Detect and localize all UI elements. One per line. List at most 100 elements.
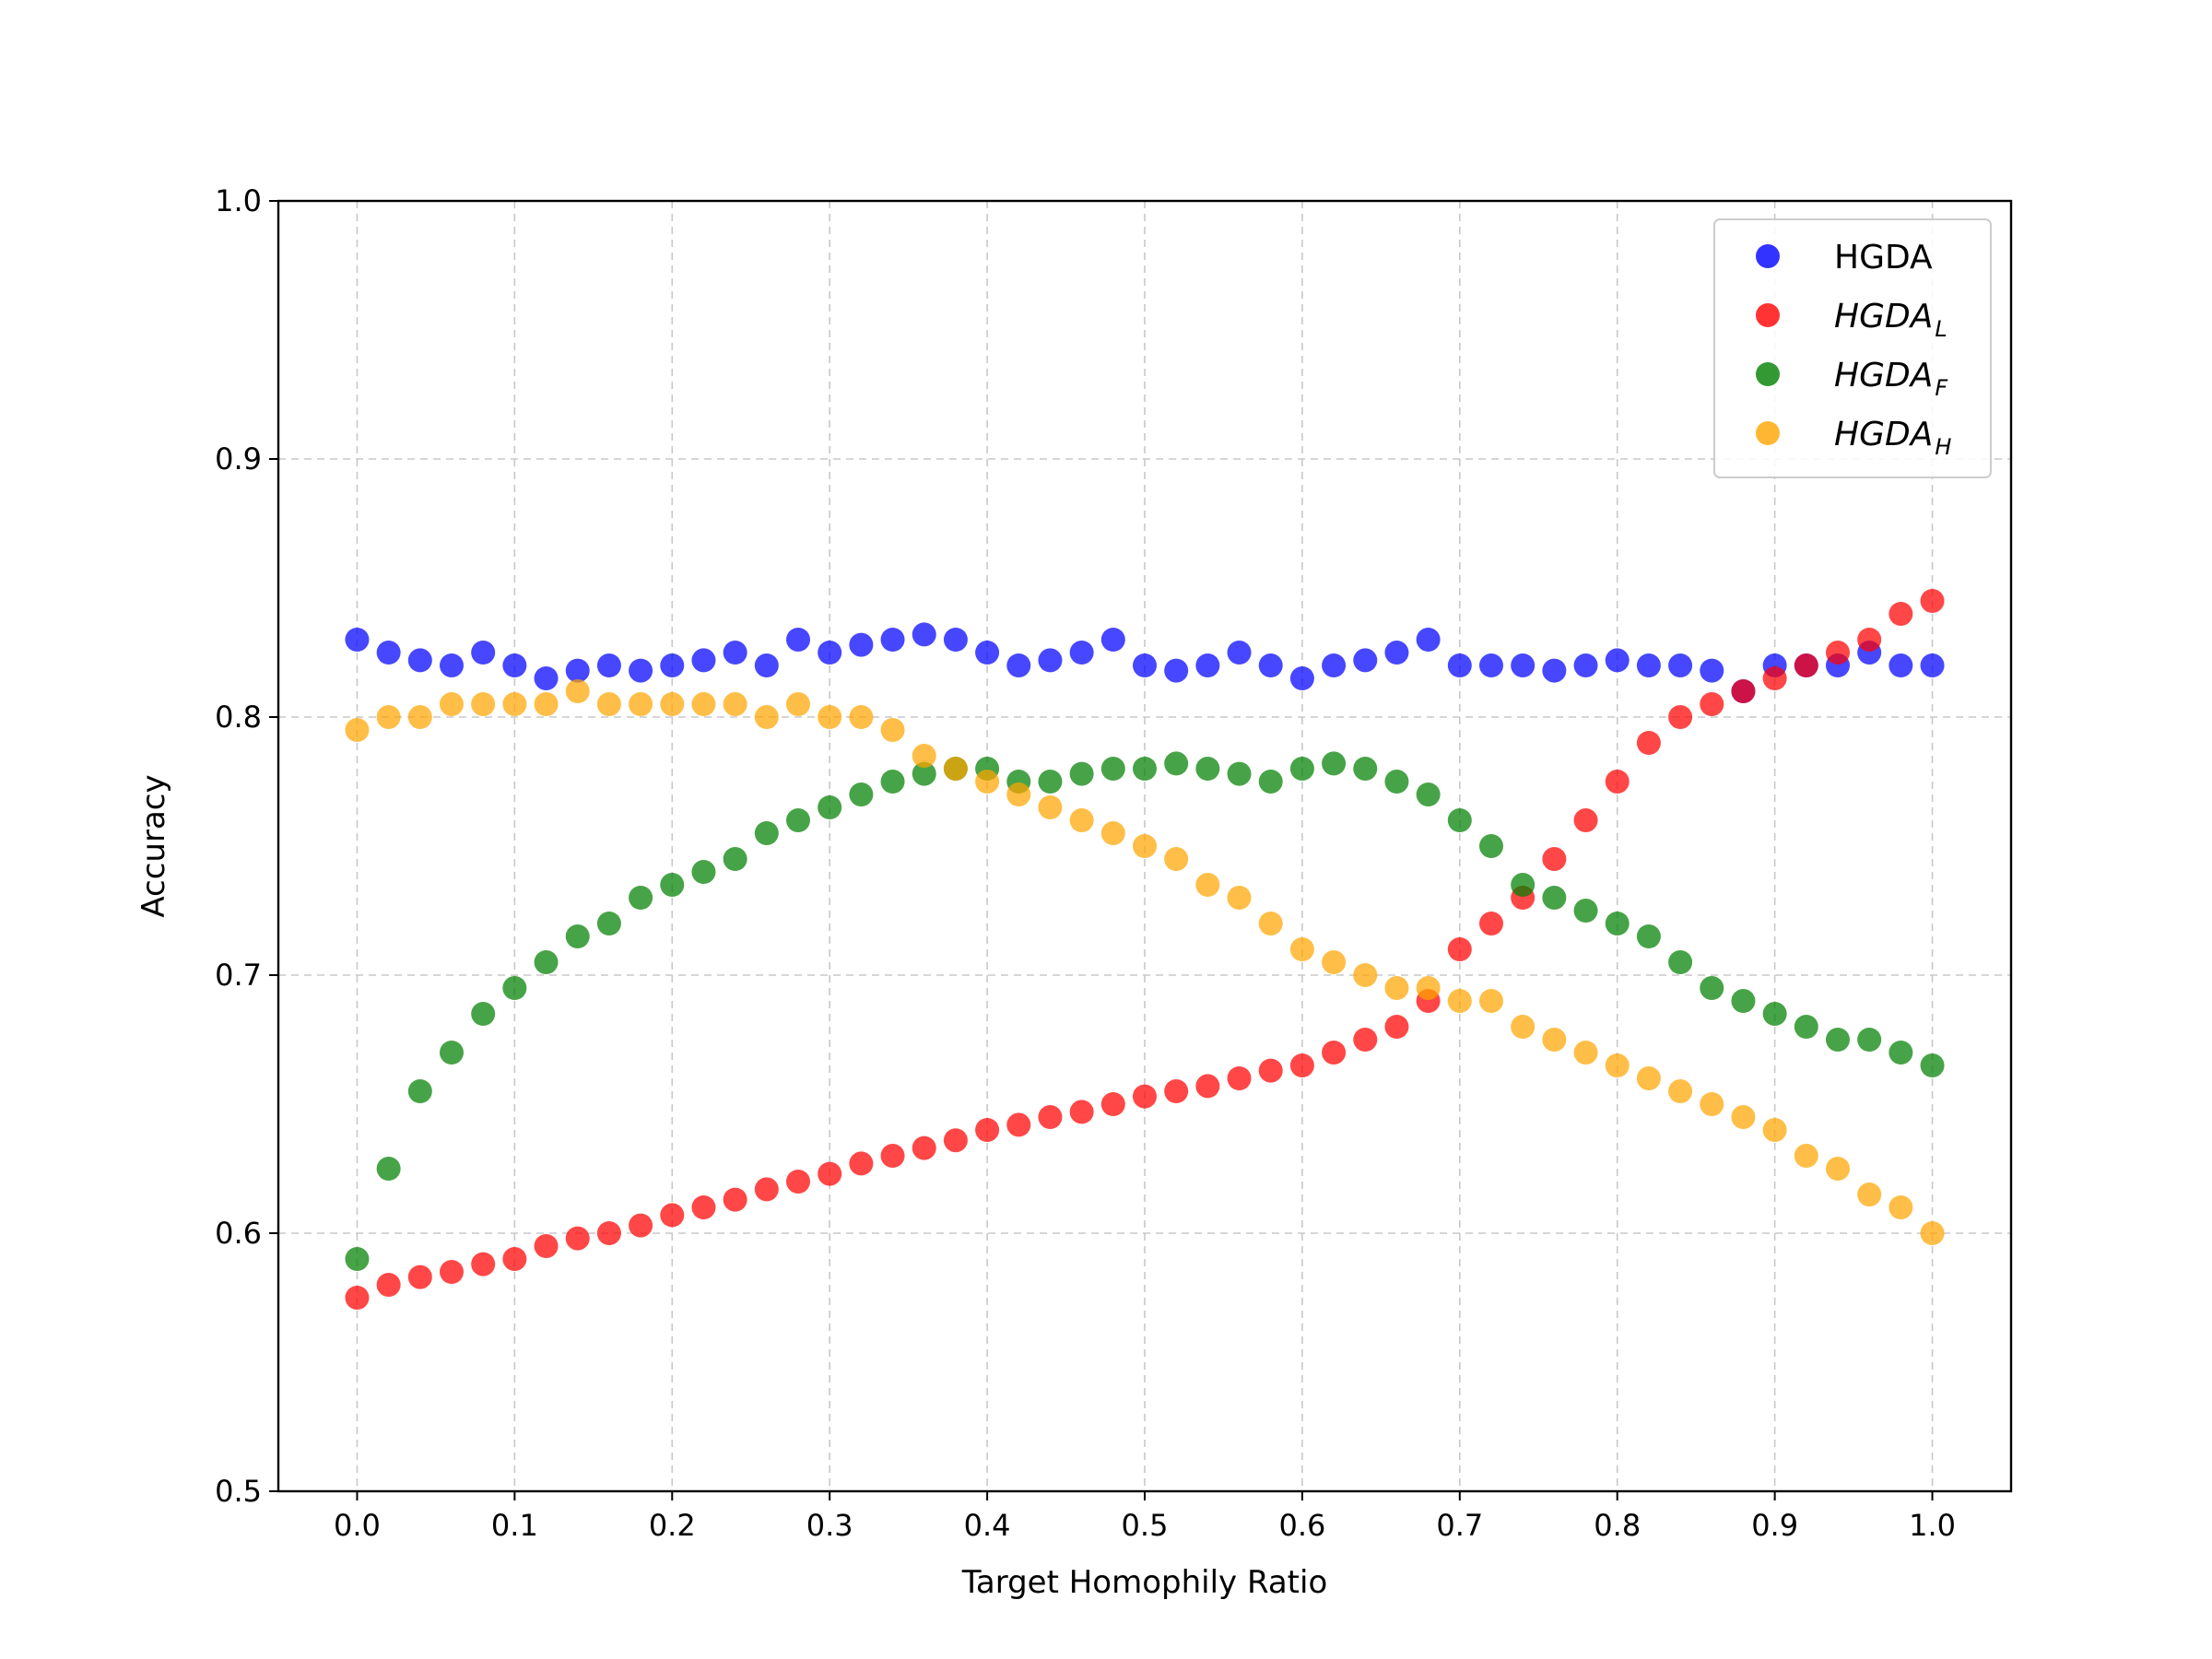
data-point bbox=[975, 641, 1000, 665]
data-point bbox=[1826, 641, 1850, 665]
data-point bbox=[818, 795, 842, 819]
legend-label: HGDAH bbox=[1834, 416, 1951, 460]
axis-ticks: 0.0 0.1 0.2 0.3 0.4 0.5 0.6 0.7 0.8 0.9 1.0 0.5 0.6 0… bbox=[215, 183, 1956, 1543]
data-point bbox=[1038, 1105, 1063, 1129]
legend-label: HGDAL bbox=[1834, 298, 1947, 342]
data-point bbox=[502, 1247, 527, 1271]
data-point bbox=[565, 658, 590, 683]
data-point bbox=[723, 847, 747, 871]
data-point bbox=[345, 628, 370, 652]
x-tick-label: 0.1 bbox=[491, 1508, 538, 1543]
data-point bbox=[849, 705, 874, 729]
data-point bbox=[596, 1221, 621, 1245]
data-point bbox=[1479, 653, 1503, 677]
data-point bbox=[376, 641, 401, 665]
y-tick-label: 0.9 bbox=[215, 441, 262, 477]
x-tick-label: 0.2 bbox=[649, 1508, 696, 1543]
data-point bbox=[912, 744, 936, 768]
data-point bbox=[1384, 1015, 1409, 1039]
data-point bbox=[1605, 648, 1630, 673]
data-point bbox=[534, 666, 559, 690]
data-point bbox=[1100, 1092, 1125, 1116]
data-point bbox=[1636, 731, 1661, 755]
data-point bbox=[660, 1203, 685, 1228]
data-point bbox=[1542, 847, 1567, 871]
data-point bbox=[1164, 751, 1189, 776]
data-point bbox=[1258, 912, 1283, 935]
data-point bbox=[786, 628, 810, 652]
data-point bbox=[1668, 950, 1693, 974]
data-point bbox=[880, 1144, 905, 1168]
data-point bbox=[1164, 658, 1189, 683]
x-tick-label: 0.5 bbox=[1122, 1508, 1169, 1543]
data-point bbox=[1794, 653, 1818, 677]
y-tick-label: 0.8 bbox=[215, 700, 262, 735]
data-point bbox=[1447, 653, 1472, 677]
data-point bbox=[1636, 1066, 1661, 1090]
legend-marker bbox=[1756, 362, 1780, 386]
data-point bbox=[1322, 1041, 1347, 1065]
data-point bbox=[440, 1260, 464, 1284]
data-point bbox=[943, 1128, 968, 1153]
data-point bbox=[1888, 1195, 1913, 1219]
data-point bbox=[376, 1273, 401, 1297]
data-point bbox=[1573, 653, 1598, 677]
data-point bbox=[376, 705, 401, 729]
data-point bbox=[1542, 1028, 1567, 1052]
x-tick-label: 0.9 bbox=[1751, 1508, 1798, 1543]
x-tick-label: 0.7 bbox=[1436, 1508, 1483, 1543]
data-point bbox=[1573, 899, 1598, 923]
data-point bbox=[1133, 834, 1157, 858]
x-tick-label: 1.0 bbox=[1909, 1508, 1956, 1543]
data-point bbox=[1353, 1028, 1378, 1052]
data-point bbox=[1416, 628, 1441, 652]
data-point bbox=[407, 1265, 432, 1289]
data-point bbox=[1289, 666, 1314, 690]
data-point bbox=[407, 705, 432, 729]
data-point bbox=[1888, 653, 1913, 677]
data-point bbox=[1447, 937, 1472, 961]
series-hgda-l bbox=[345, 589, 1945, 1310]
data-point bbox=[1605, 770, 1630, 794]
data-points bbox=[345, 589, 1945, 1310]
legend-marker bbox=[1756, 244, 1780, 268]
data-point bbox=[534, 692, 559, 716]
data-point bbox=[471, 692, 496, 716]
data-point bbox=[880, 770, 905, 794]
data-point bbox=[1762, 1002, 1787, 1026]
data-point bbox=[1636, 653, 1661, 677]
data-point bbox=[1258, 770, 1283, 794]
data-point bbox=[818, 705, 842, 729]
data-point bbox=[1605, 912, 1630, 935]
y-tick-label: 0.7 bbox=[215, 958, 262, 993]
data-point bbox=[1920, 1053, 1945, 1077]
data-point bbox=[1006, 653, 1031, 677]
data-point bbox=[1794, 1015, 1818, 1039]
data-point bbox=[596, 912, 621, 935]
data-point bbox=[407, 1079, 432, 1103]
data-point bbox=[912, 1135, 936, 1160]
data-point bbox=[1511, 873, 1535, 897]
data-point bbox=[1353, 648, 1378, 673]
data-point bbox=[345, 1286, 370, 1310]
data-point bbox=[1794, 1144, 1818, 1168]
data-point bbox=[1668, 705, 1693, 729]
legend-marker bbox=[1756, 421, 1780, 445]
data-point bbox=[629, 886, 653, 910]
data-point bbox=[1164, 1079, 1189, 1103]
data-point bbox=[1289, 1053, 1314, 1077]
data-point bbox=[1888, 1041, 1913, 1065]
data-point bbox=[565, 924, 590, 948]
data-point bbox=[1731, 1105, 1756, 1129]
y-axis-label: Accuracy bbox=[135, 774, 172, 917]
data-point bbox=[1762, 1118, 1787, 1142]
data-point bbox=[1826, 1157, 1850, 1181]
data-point bbox=[1416, 976, 1441, 1000]
data-point bbox=[691, 860, 716, 884]
data-point bbox=[1700, 692, 1724, 716]
data-point bbox=[1511, 653, 1535, 677]
data-point bbox=[1289, 757, 1314, 781]
data-point bbox=[818, 641, 842, 665]
data-point bbox=[1322, 751, 1347, 776]
